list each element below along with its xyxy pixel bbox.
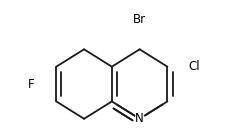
Text: Br: Br bbox=[133, 13, 146, 26]
Text: F: F bbox=[27, 78, 34, 91]
Text: N: N bbox=[135, 112, 143, 125]
Text: Cl: Cl bbox=[187, 60, 199, 73]
